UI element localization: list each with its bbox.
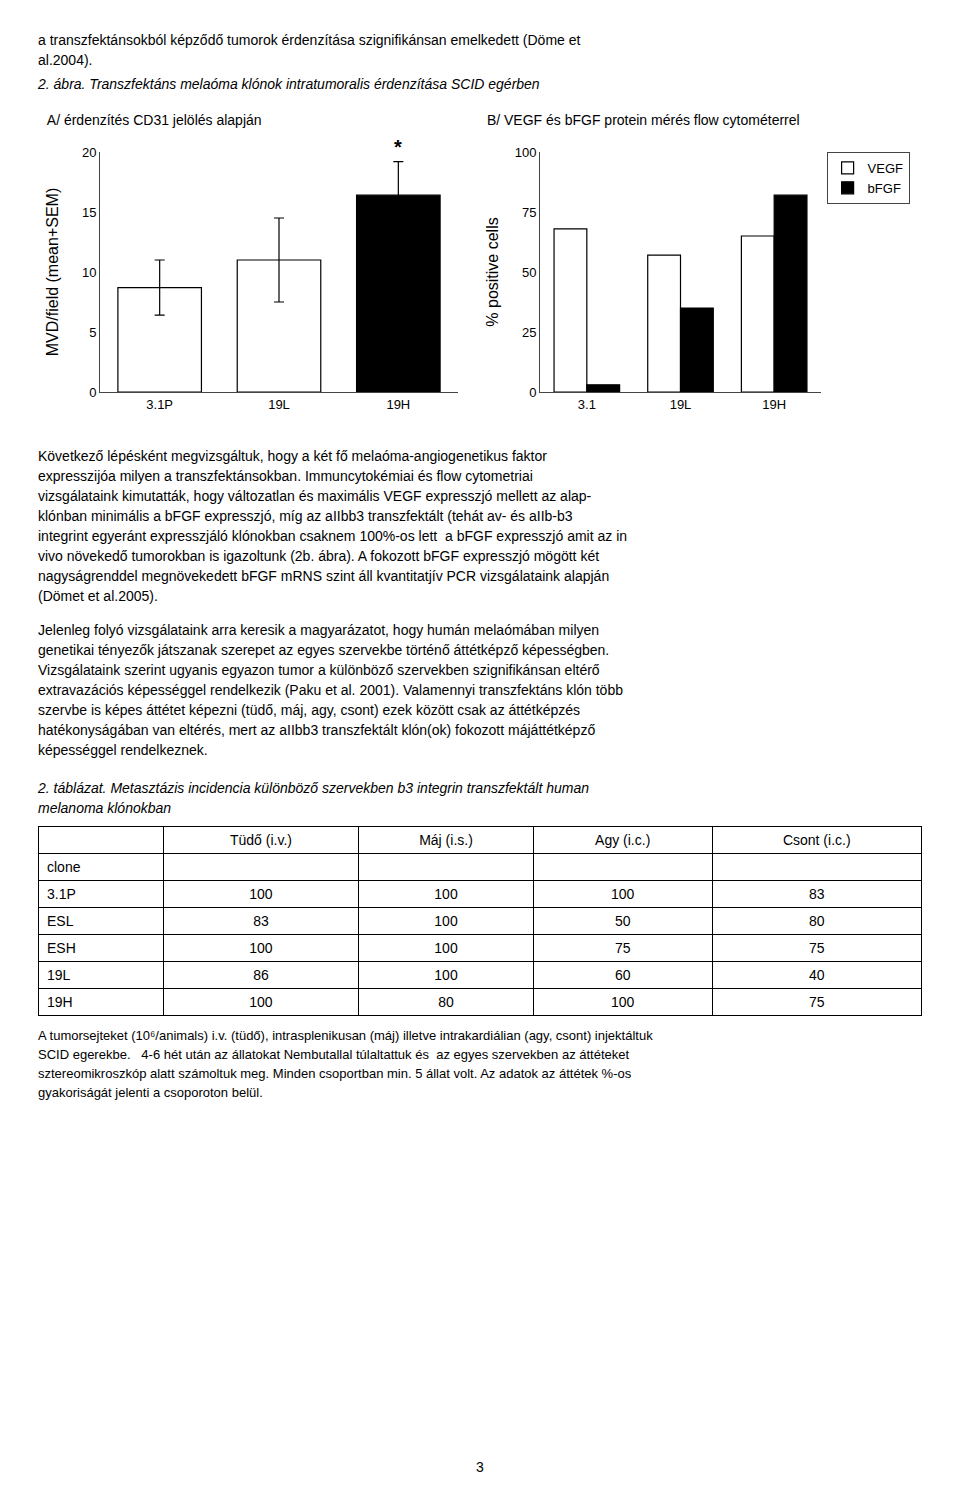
html-text:80: 80 [438,994,454,1010]
html-text:19L: 19L [47,967,71,983]
html-text:A tumorsejteket (10⁶/animals): A tumorsejteket (10⁶/animals) i.v. (tüdő… [38,1028,653,1100]
html-text:100: 100 [434,940,458,956]
html-text:Agy (i.c.): Agy (i.c.) [595,832,651,848]
svg-text:19L: 19L [268,397,290,412]
svg-text:19H: 19H [762,397,786,412]
svg-text:19H: 19H [386,397,410,412]
svg-text:75: 75 [522,205,536,220]
html-text:3.1P: 3.1P [47,886,76,902]
html-text:Tüdő (i.v.): Tüdő (i.v.) [230,832,292,848]
html-text:86: 86 [253,967,269,983]
html-text:100: 100 [434,913,458,929]
html-text:al.2004).: al.2004). [38,52,93,68]
html-text:100: 100 [249,886,273,902]
svg-text:*: * [394,136,402,158]
html-text:80: 80 [809,913,825,929]
html-text:clone: clone [47,859,81,875]
svg-text:10: 10 [82,265,96,280]
svg-text:MVD/field (mean+SEM): MVD/field (mean+SEM) [44,188,61,357]
svg-text:5: 5 [89,325,96,340]
html-text:50: 50 [614,913,631,929]
html-text:100: 100 [434,967,458,983]
html-text:40: 40 [809,967,825,983]
svg-text:15: 15 [82,205,96,220]
svg-text:A/ érdenzítés CD31 jelölés ala: A/ érdenzítés CD31 jelölés alapján [47,112,262,128]
html-text:83: 83 [809,886,825,902]
html-text:75: 75 [614,940,631,956]
html-text:2. ábra. Transzfektáns melaóma: 2. ábra. Transzfektáns melaóma klónok in… [38,76,540,92]
svg-text:3.1: 3.1 [578,397,596,412]
html-text:100: 100 [611,886,635,902]
svg-text:50: 50 [522,265,536,280]
svg-text:20: 20 [82,145,96,160]
html-text:a transzfektánsokból képződő t: a transzfektánsokból képződő tumorok érd… [38,32,581,48]
html-text:75: 75 [809,994,825,1010]
svg-text:100: 100 [515,145,537,160]
html-text:3: 3 [476,1459,484,1475]
html-text:ESL: ESL [47,913,74,929]
html-text:60: 60 [614,967,631,983]
html-text:75: 75 [809,940,825,956]
html-text:83: 83 [253,913,269,929]
html-text:100: 100 [249,994,273,1010]
svg-text:% positive cells: % positive cells [484,217,501,326]
html-text:Következő lépésként megvizsgál: Következő lépésként megvizsgáltuk, hogy … [38,448,628,604]
html-text:melanoma klónokban: melanoma klónokban [38,800,172,816]
svg-text:VEGF: VEGF [868,161,903,176]
html-text:ESH: ESH [47,940,76,956]
svg-text:B/ VEGF és bFGF protein mérés: B/ VEGF és bFGF protein mérés flow cytom… [487,112,800,128]
html-text:Máj (i.s.): Máj (i.s.) [419,832,473,848]
html-text:Csont (i.c.): Csont (i.c.) [782,832,851,848]
svg-text:bFGF: bFGF [868,181,901,196]
svg-text:3.1P: 3.1P [146,397,173,412]
html-text:2. táblázat. Metasztázis incid: 2. táblázat. Metasztázis incidencia külö… [38,780,589,796]
html-text:100: 100 [611,994,635,1010]
svg-text:0: 0 [529,385,536,400]
svg-text:19L: 19L [670,397,692,412]
svg-text:25: 25 [522,325,536,340]
svg-text:0: 0 [89,385,96,400]
html-text:100: 100 [434,886,458,902]
html-text:100: 100 [249,940,273,956]
html-text:19H: 19H [47,994,73,1010]
html-text:Jelenleg folyó vizsgálataink a: Jelenleg folyó vizsgálataink arra keresi… [38,622,623,758]
